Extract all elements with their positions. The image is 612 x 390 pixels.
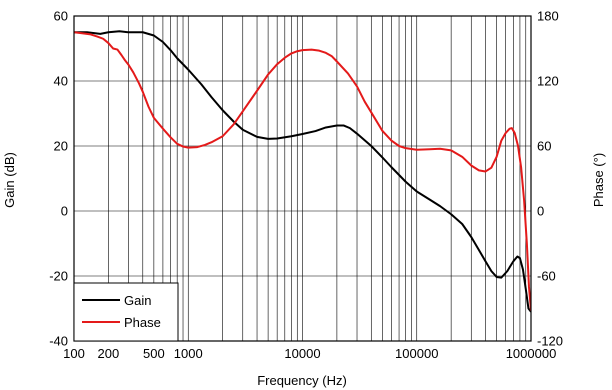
x-tick-label: 100 — [63, 346, 85, 361]
legend: Gain Phase — [73, 282, 179, 342]
y-left-tick-label: 60 — [54, 9, 68, 24]
x-tick-label: 100000 — [395, 346, 438, 361]
series-layer — [74, 30, 531, 313]
x-tick-label: 500 — [143, 346, 165, 361]
y-left-tick-label: 40 — [54, 74, 68, 89]
x-tick-label: 1000000 — [506, 346, 557, 361]
x-tick-label: 200 — [98, 346, 120, 361]
y-left-tick-label: -20 — [49, 269, 68, 284]
grid-lines — [74, 16, 531, 341]
series-line-gain — [74, 30, 531, 313]
y-right-tick-label: 180 — [537, 9, 559, 24]
legend-gain-label: Gain — [124, 293, 151, 308]
x-tick-label: 10000 — [284, 346, 320, 361]
x-axis-title: Frequency (Hz) — [257, 373, 347, 388]
tick-labels: 100 200 500 1000 10000 100000 10000006040200-2… — [49, 9, 563, 362]
y-left-tick-label: 20 — [54, 139, 68, 154]
legend-box — [73, 282, 179, 342]
y-right-tick-label: 60 — [537, 139, 551, 154]
y-right-tick-label: -120 — [537, 334, 563, 349]
y-axis-left-title: Gain (dB) — [2, 152, 17, 208]
y-right-tick-label: 120 — [537, 74, 559, 89]
series-line-phase — [74, 31, 531, 311]
x-tick-label: 1000 — [174, 346, 203, 361]
plot-area-frame — [73, 15, 532, 342]
y-right-tick-label: -60 — [537, 269, 556, 284]
y-axis-right-title: Phase (°) — [591, 153, 606, 207]
legend-phase-label: Phase — [124, 315, 161, 330]
y-left-tick-label: 0 — [61, 204, 68, 219]
y-right-tick-label: 0 — [537, 204, 544, 219]
y-left-tick-label: -40 — [49, 334, 68, 349]
